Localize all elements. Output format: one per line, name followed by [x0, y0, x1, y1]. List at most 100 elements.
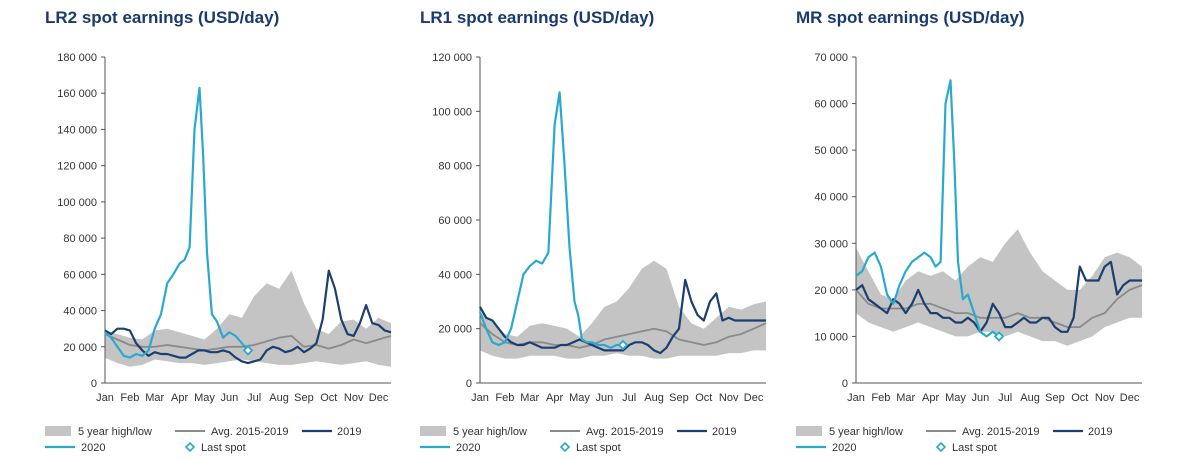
legend-band-label: 5 year high/low	[453, 426, 527, 438]
band-high-low	[856, 229, 1142, 346]
legend-avg-label: Avg. 2015-2019	[962, 426, 1039, 438]
x-tick-label: Jan	[96, 392, 114, 404]
legend-avg-label: Avg. 2015-2019	[211, 426, 288, 438]
legend-last-spot-label: Last spot	[201, 442, 246, 454]
legend-last-spot-label: Last spot	[576, 442, 621, 454]
legend-2020-label: 2020	[832, 442, 856, 454]
x-tick-label: Sep	[1045, 392, 1065, 404]
y-tick-label: 60 000	[63, 269, 97, 281]
legend-2020-label: 2020	[456, 442, 480, 454]
lr2-chart-panel: LR2 spot earnings (USD/day) 0 20 000 40 00…	[45, 0, 440, 459]
band-high-low	[480, 260, 766, 359]
mr-chart-panel: MR spot earnings (USD/day) 0 10 000 20 000…	[796, 0, 1191, 459]
x-tick-label: Jun	[971, 392, 989, 404]
x-tick-label: Jun	[220, 392, 238, 404]
legend-last-spot-swatch	[184, 441, 196, 453]
x-tick-label: Jul	[247, 392, 261, 404]
series-2020-line	[104, 86, 249, 359]
y-tick-label: 80 000	[63, 233, 97, 245]
x-tick-label: Apr	[546, 392, 563, 404]
x-tick-label: Mar	[896, 392, 915, 404]
y-tick-label: 70 000	[814, 52, 848, 64]
y-tick-label: 20 000	[438, 324, 472, 336]
y-tick-label: 60 000	[438, 215, 472, 227]
y-tick-label: 50 000	[814, 145, 848, 157]
y-tick-label: 30 000	[814, 238, 848, 250]
y-tick-label: 120 000	[57, 161, 97, 173]
chart-title: LR2 spot earnings (USD/day)	[45, 8, 280, 27]
series-2019-line	[479, 278, 766, 355]
x-tick-label: Jun	[595, 392, 613, 404]
lr1-chart-svg: 0 20 000 40 000 60 000 80 000 100 000 120 000 J…	[420, 52, 767, 454]
x-tick-label: Apr	[922, 392, 939, 404]
chart-title: MR spot earnings (USD/day)	[796, 8, 1025, 27]
last-spot-marker	[242, 345, 254, 356]
last-spot-marker	[993, 331, 1005, 342]
series-2019-line	[855, 260, 1142, 333]
legend-2019-label: 2019	[337, 426, 361, 438]
y-tick-label: 80 000	[438, 161, 472, 173]
y-tick-label: 40 000	[438, 269, 472, 281]
x-tick-label: Aug	[1020, 392, 1040, 404]
legend-band-swatch	[45, 426, 71, 436]
x-tick-label: Dec	[369, 392, 389, 404]
lr1-chart-panel: LR1 spot earnings (USD/day) 0 20 000 40 00…	[420, 0, 815, 459]
band-high-low	[105, 270, 391, 367]
legend-band-label: 5 year high/low	[78, 426, 152, 438]
legend-last-spot-swatch	[559, 441, 571, 453]
last-spot-marker	[617, 339, 629, 351]
legend-2019-label: 2019	[1088, 426, 1112, 438]
y-tick-label: 20 000	[63, 342, 97, 354]
x-tick-label: Aug	[644, 392, 664, 404]
legend-2020-label: 2020	[81, 442, 105, 454]
series-2020-line	[478, 91, 623, 349]
x-tick-label: Feb	[871, 392, 890, 404]
x-tick-label: Sep	[669, 392, 689, 404]
x-tick-label: Jul	[998, 392, 1012, 404]
lr2-chart-svg: 0 20 000 40 000 60 000 80 000 100 000 120 000 1…	[45, 52, 392, 454]
y-tick-label: 10 000	[814, 331, 848, 343]
y-tick-label: 0	[466, 378, 472, 390]
y-tick-label: 100 000	[57, 197, 97, 209]
x-tick-label: Apr	[171, 392, 188, 404]
x-tick-label: Oct	[695, 392, 712, 404]
x-tick-label: Jan	[471, 392, 489, 404]
x-tick-label: Feb	[120, 392, 139, 404]
legend-band-label: 5 year high/low	[829, 426, 903, 438]
y-tick-label: 60 000	[814, 99, 848, 111]
x-tick-label: Dec	[1120, 392, 1140, 404]
series-2020-line	[855, 79, 1000, 338]
x-tick-label: Nov	[344, 392, 364, 404]
y-tick-label: 160 000	[57, 88, 97, 100]
y-tick-label: 40 000	[63, 306, 97, 318]
legend-band-swatch	[796, 426, 822, 436]
y-tick-label: 140 000	[57, 124, 97, 136]
x-tick-label: Oct	[1071, 392, 1088, 404]
series-2019-line	[104, 269, 392, 365]
x-tick-label: May	[945, 392, 966, 404]
x-tick-label: Nov	[1095, 392, 1115, 404]
x-tick-label: May	[194, 392, 215, 404]
legend-2019-label: 2019	[712, 426, 736, 438]
legend-last-spot-label: Last spot	[952, 442, 997, 454]
y-tick-label: 40 000	[814, 192, 848, 204]
x-tick-label: Sep	[294, 392, 314, 404]
y-tick-label: 20 000	[814, 285, 848, 297]
y-tick-label: 0	[91, 378, 97, 390]
x-tick-label: Mar	[145, 392, 164, 404]
y-tick-label: 100 000	[432, 106, 472, 118]
chart-title: LR1 spot earnings (USD/day)	[420, 8, 655, 27]
legend-band-swatch	[420, 426, 446, 436]
x-tick-label: Oct	[320, 392, 337, 404]
legend-last-spot-swatch	[935, 441, 947, 453]
x-tick-label: Jan	[847, 392, 865, 404]
y-tick-label: 180 000	[57, 52, 97, 64]
x-tick-label: May	[569, 392, 590, 404]
x-tick-label: Mar	[520, 392, 539, 404]
y-tick-label: 120 000	[432, 52, 472, 64]
x-tick-label: Dec	[744, 392, 764, 404]
x-tick-label: Nov	[719, 392, 739, 404]
x-tick-label: Feb	[495, 392, 514, 404]
mr-chart-svg: 0 10 000 20 000 30 000 40 000 50 000 60 000 70 …	[796, 52, 1143, 454]
